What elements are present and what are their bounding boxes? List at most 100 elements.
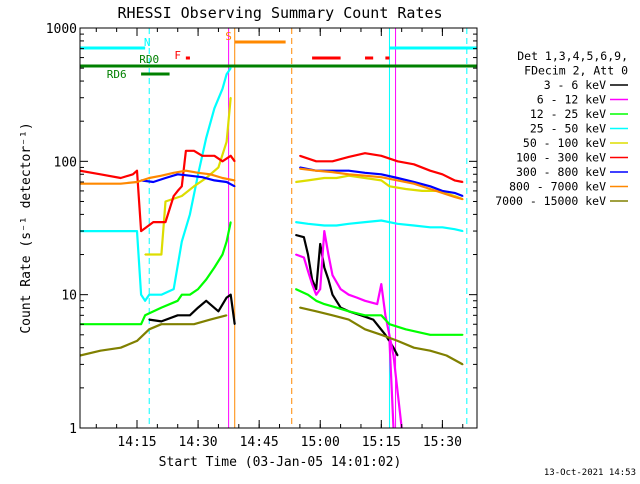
series-5-point-0-10 [181, 185, 183, 188]
series-7-point-1-11 [461, 198, 464, 200]
series-7-point-0-9 [209, 173, 212, 176]
series-3-point-0-6 [160, 293, 163, 296]
footer-timestamp: 13-Oct-2021 14:53 [544, 468, 636, 478]
series-5-point-1-1 [315, 160, 318, 163]
series-6-point-1-3 [347, 169, 350, 172]
series-6-point-1-6 [396, 177, 399, 179]
vertical-markers [80, 28, 468, 428]
series-0-point-1-6 [323, 266, 326, 269]
series-0-point-0-4 [197, 306, 199, 309]
series-7-point-1-0 [299, 167, 301, 170]
series-7-point-0-11 [233, 179, 236, 182]
series-6-point-0-7 [225, 181, 228, 183]
series-8-point-0-5 [160, 323, 163, 326]
series-2-point-0-5 [176, 300, 179, 302]
series-3-point-0-11 [205, 137, 207, 139]
series-5-point-0-6 [152, 221, 155, 223]
legend-label-8: 7000 - 15000 keV [495, 194, 606, 208]
series-0-point-0-1 [160, 320, 163, 323]
series-5-point-1-0 [299, 155, 301, 157]
series-2-point-0-3 [144, 314, 146, 317]
series-2-point-1-1 [307, 293, 309, 296]
series-4-segment-1 [295, 174, 464, 201]
series-3-point-0-14 [225, 73, 228, 75]
series-8-point-1-5 [380, 334, 383, 336]
series-3-segment-1 [295, 219, 463, 233]
x-tick-label-2: 14:45 [240, 435, 279, 450]
series-2-point-1-5 [347, 310, 350, 313]
series-5-point-1-2 [331, 160, 334, 163]
series-5-point-1-3 [347, 156, 350, 158]
series-1-point-1-15 [384, 314, 387, 317]
series-5-point-0-17 [233, 160, 236, 163]
series-5-point-0-13 [201, 155, 203, 157]
series-7-point-1-6 [396, 179, 399, 182]
series-2-point-0-10 [213, 266, 216, 269]
series-1-point-1-8 [331, 274, 334, 277]
series-7-segment-1 [299, 167, 463, 201]
series-1-point-1-5 [319, 288, 322, 290]
series-8-point-0-9 [225, 314, 228, 317]
legend-header-1: FDecim 2, Att 0 [524, 64, 628, 78]
series-3-point-1-9 [429, 226, 432, 229]
series-5-point-1-10 [453, 179, 456, 182]
series-3 [80, 67, 464, 302]
legend-label-5: 100 - 300 keV [516, 151, 606, 165]
series-5-point-0-1 [99, 173, 102, 176]
series-8-point-1-3 [347, 318, 350, 321]
x-tick-label-4: 15:15 [362, 435, 401, 450]
series-2-point-1-11 [441, 334, 444, 336]
series-6-segment-1 [299, 166, 464, 198]
series-1-point-1-16 [392, 354, 395, 357]
series-7-point-1-2 [331, 171, 334, 173]
y-tick-label-1: 10 [61, 289, 77, 304]
series-3-point-0-3 [140, 293, 142, 296]
series-7-point-0-3 [136, 181, 138, 183]
series-5-point-1-11 [461, 181, 464, 183]
series-4-point-1-5 [364, 177, 366, 179]
series-4-point-0-6 [217, 166, 220, 169]
series-0-point-0-6 [217, 310, 220, 313]
series-2-point-1-4 [335, 306, 338, 309]
flag-label-rd6: RD6 [107, 68, 127, 81]
series-7-point-0-7 [185, 169, 187, 172]
series-5-segment-0 [80, 149, 236, 233]
series-8-point-1-0 [299, 306, 301, 309]
series-2 [80, 221, 464, 336]
series-4-point-0-0 [144, 253, 146, 256]
series-5-point-1-8 [429, 169, 432, 172]
series-0-point-1-1 [303, 236, 305, 238]
series-0-segment-1 [295, 233, 399, 357]
series-5-point-0-2 [119, 177, 122, 179]
series-3-point-0-5 [148, 293, 150, 296]
series-6-point-1-7 [413, 181, 415, 183]
series-7-point-0-2 [119, 182, 122, 185]
series-1-point-1-4 [315, 293, 318, 296]
y-tick-label-2: 100 [54, 155, 77, 170]
x-tick-label-0: 14:15 [117, 435, 156, 450]
series-5-point-1-9 [441, 173, 444, 176]
series-1-point-1-13 [376, 303, 379, 305]
series-1-point-1-14 [380, 283, 383, 285]
series-8-point-1-1 [315, 310, 318, 313]
series-3-point-0-2 [136, 230, 138, 232]
series-4-point-0-7 [225, 141, 228, 143]
series-2-point-1-7 [380, 314, 383, 317]
series-4-point-1-9 [421, 190, 423, 192]
series-0-point-1-5 [319, 243, 322, 245]
series-0-point-1-0 [295, 234, 297, 236]
series-1-segment-1 [295, 230, 403, 428]
x-tick-label-1: 14:30 [179, 435, 218, 450]
series-2-point-0-9 [205, 278, 207, 281]
series-0-point-1-8 [331, 293, 334, 296]
series-6-point-0-8 [233, 185, 236, 188]
series-3-point-1-0 [295, 221, 297, 223]
series-6-point-0-4 [189, 174, 191, 177]
series-1-point-1-0 [295, 253, 297, 256]
series-0 [148, 233, 399, 357]
series-2-segment-0 [80, 221, 232, 326]
series-8-point-0-7 [193, 323, 195, 326]
series-5-point-0-8 [172, 195, 175, 197]
series-1-point-1-11 [356, 296, 358, 299]
y-tick-label-3: 1000 [46, 22, 77, 37]
